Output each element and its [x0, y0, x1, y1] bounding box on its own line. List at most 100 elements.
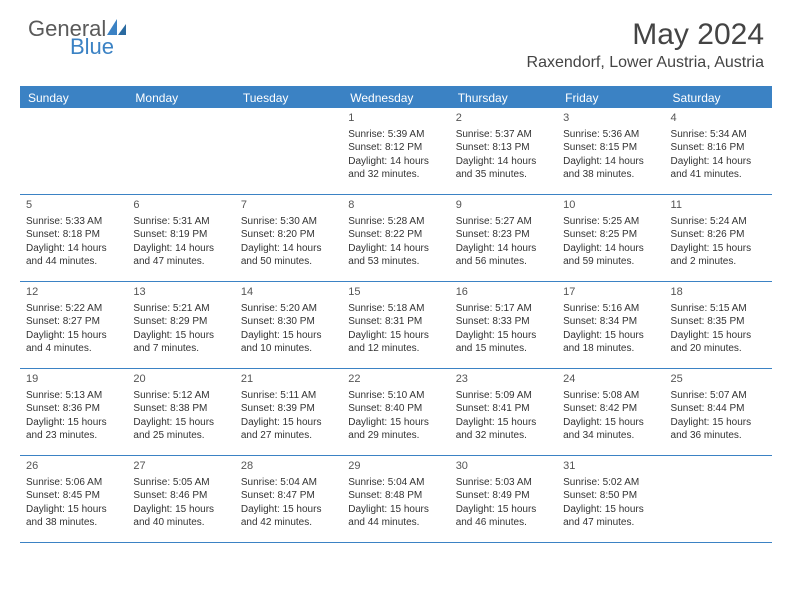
day-cell: 24Sunrise: 5:08 AMSunset: 8:42 PMDayligh… [557, 369, 664, 455]
day-info-line: Sunset: 8:12 PM [348, 141, 443, 155]
day-info-line: Daylight: 15 hours [348, 503, 443, 517]
day-info-line: Sunrise: 5:24 AM [671, 215, 766, 229]
day-cell: 21Sunrise: 5:11 AMSunset: 8:39 PMDayligh… [235, 369, 342, 455]
day-info-line: Sunset: 8:15 PM [563, 141, 658, 155]
day-info-line: Sunset: 8:30 PM [241, 315, 336, 329]
location-text: Raxendorf, Lower Austria, Austria [527, 54, 764, 72]
day-info-line: and 20 minutes. [671, 342, 766, 356]
day-info-line: Sunset: 8:29 PM [133, 315, 228, 329]
day-info-line: Daylight: 15 hours [563, 329, 658, 343]
day-cell: 4Sunrise: 5:34 AMSunset: 8:16 PMDaylight… [665, 108, 772, 194]
day-info-line: Sunset: 8:20 PM [241, 228, 336, 242]
day-info-line: Daylight: 15 hours [133, 329, 228, 343]
day-number: 26 [26, 459, 121, 474]
day-info-line: and 2 minutes. [671, 255, 766, 269]
day-cell: 11Sunrise: 5:24 AMSunset: 8:26 PMDayligh… [665, 195, 772, 281]
day-info-line: Sunrise: 5:16 AM [563, 302, 658, 316]
day-number: 27 [133, 459, 228, 474]
day-number: 30 [456, 459, 551, 474]
day-info-line: Daylight: 14 hours [563, 242, 658, 256]
day-info-line: Sunset: 8:31 PM [348, 315, 443, 329]
week-row: 12Sunrise: 5:22 AMSunset: 8:27 PMDayligh… [20, 282, 772, 369]
day-number: 20 [133, 372, 228, 387]
day-cell: 23Sunrise: 5:09 AMSunset: 8:41 PMDayligh… [450, 369, 557, 455]
day-info-line: Daylight: 15 hours [563, 503, 658, 517]
day-info-line: Daylight: 15 hours [241, 503, 336, 517]
day-cell [127, 108, 234, 194]
day-info-line: Daylight: 15 hours [133, 416, 228, 430]
day-info-line: and 4 minutes. [26, 342, 121, 356]
day-info-line: and 36 minutes. [671, 429, 766, 443]
day-info-line: and 42 minutes. [241, 516, 336, 530]
day-cell: 28 Sunrise: 5:04 AMSunset: 8:47 PMDayligh… [235, 456, 342, 542]
day-number: 18 [671, 285, 766, 300]
day-info-line: Sunset: 8:49 PM [456, 489, 551, 503]
day-info-line: Daylight: 14 hours [456, 242, 551, 256]
day-info-line: and 7 minutes. [133, 342, 228, 356]
day-number: 15 [348, 285, 443, 300]
day-info-line: Sunset: 8:19 PM [133, 228, 228, 242]
day-info-line: Sunrise: 5:12 AM [133, 389, 228, 403]
day-cell: 14Sunrise: 5:20 AMSunset: 8:30 PMDayligh… [235, 282, 342, 368]
day-cell: 30Sunrise: 5:03 AMSunset: 8:49 PMDayligh… [450, 456, 557, 542]
day-info-line: Daylight: 14 hours [241, 242, 336, 256]
day-info-line: Sunset: 8:42 PM [563, 402, 658, 416]
day-header: Sunday [20, 88, 127, 108]
day-info-line: Sunset: 8:36 PM [26, 402, 121, 416]
day-number: 7 [241, 198, 336, 213]
day-info-line: and 38 minutes. [26, 516, 121, 530]
day-cell: 16Sunrise: 5:17 AMSunset: 8:33 PMDayligh… [450, 282, 557, 368]
day-info-line: Sunrise: 5:15 AM [671, 302, 766, 316]
day-info-line: Daylight: 15 hours [671, 242, 766, 256]
day-info-line: Sunrise: 5:13 AM [26, 389, 121, 403]
day-info-line: Sunrise: 5:27 AM [456, 215, 551, 229]
day-info-line: Daylight: 15 hours [671, 416, 766, 430]
day-cell [20, 108, 127, 194]
day-cell: 22Sunrise: 5:10 AMSunset: 8:40 PMDayligh… [342, 369, 449, 455]
day-info-line: Daylight: 15 hours [26, 329, 121, 343]
day-number: 9 [456, 198, 551, 213]
day-info-line: Daylight: 15 hours [456, 416, 551, 430]
day-header: Saturday [665, 88, 772, 108]
day-info-line: Sunrise: 5:06 AM [26, 476, 121, 490]
day-info-line: Sunset: 8:22 PM [348, 228, 443, 242]
day-info-line: and 34 minutes. [563, 429, 658, 443]
day-number: 28 [241, 459, 336, 474]
day-info-line: and 41 minutes. [671, 168, 766, 182]
day-info-line: Sunrise: 5:25 AM [563, 215, 658, 229]
day-info-line: Daylight: 15 hours [456, 503, 551, 517]
logo-text-blue: Blue [70, 36, 128, 58]
day-info-line: Daylight: 14 hours [26, 242, 121, 256]
day-info-line: Sunset: 8:25 PM [563, 228, 658, 242]
day-cell: 25Sunrise: 5:07 AMSunset: 8:44 PMDayligh… [665, 369, 772, 455]
day-info-line: and 40 minutes. [133, 516, 228, 530]
day-info-line: Sunset: 8:47 PM [241, 489, 336, 503]
day-info-line: Daylight: 15 hours [26, 416, 121, 430]
day-info-line: Sunset: 8:40 PM [348, 402, 443, 416]
day-number: 19 [26, 372, 121, 387]
day-cell: 18Sunrise: 5:15 AMSunset: 8:35 PMDayligh… [665, 282, 772, 368]
day-cell: 12Sunrise: 5:22 AMSunset: 8:27 PMDayligh… [20, 282, 127, 368]
day-info-line: Sunrise: 5:37 AM [456, 128, 551, 142]
day-info-line: Sunset: 8:38 PM [133, 402, 228, 416]
day-info-line: and 32 minutes. [456, 429, 551, 443]
day-info-line: and 18 minutes. [563, 342, 658, 356]
day-number: 12 [26, 285, 121, 300]
day-info-line: Sunrise: 5:31 AM [133, 215, 228, 229]
day-info-line: Daylight: 15 hours [133, 503, 228, 517]
day-info-line: Sunrise: 5:04 AM [241, 476, 336, 490]
day-info-line: and 25 minutes. [133, 429, 228, 443]
day-number: 14 [241, 285, 336, 300]
day-info-line: Sunset: 8:50 PM [563, 489, 658, 503]
day-cell: 8Sunrise: 5:28 AMSunset: 8:22 PMDaylight… [342, 195, 449, 281]
day-info-line: Sunset: 8:27 PM [26, 315, 121, 329]
day-number: 6 [133, 198, 228, 213]
day-info-line: and 15 minutes. [456, 342, 551, 356]
day-number: 31 [563, 459, 658, 474]
week-row: 19Sunrise: 5:13 AMSunset: 8:36 PMDayligh… [20, 369, 772, 456]
day-header-row: SundayMondayTuesdayWednesdayThursdayFrid… [20, 88, 772, 108]
day-info-line: Daylight: 14 hours [563, 155, 658, 169]
day-info-line: Sunrise: 5:11 AM [241, 389, 336, 403]
day-info-line: Sunrise: 5:18 AM [348, 302, 443, 316]
day-cell: 1Sunrise: 5:39 AMSunset: 8:12 PMDaylight… [342, 108, 449, 194]
